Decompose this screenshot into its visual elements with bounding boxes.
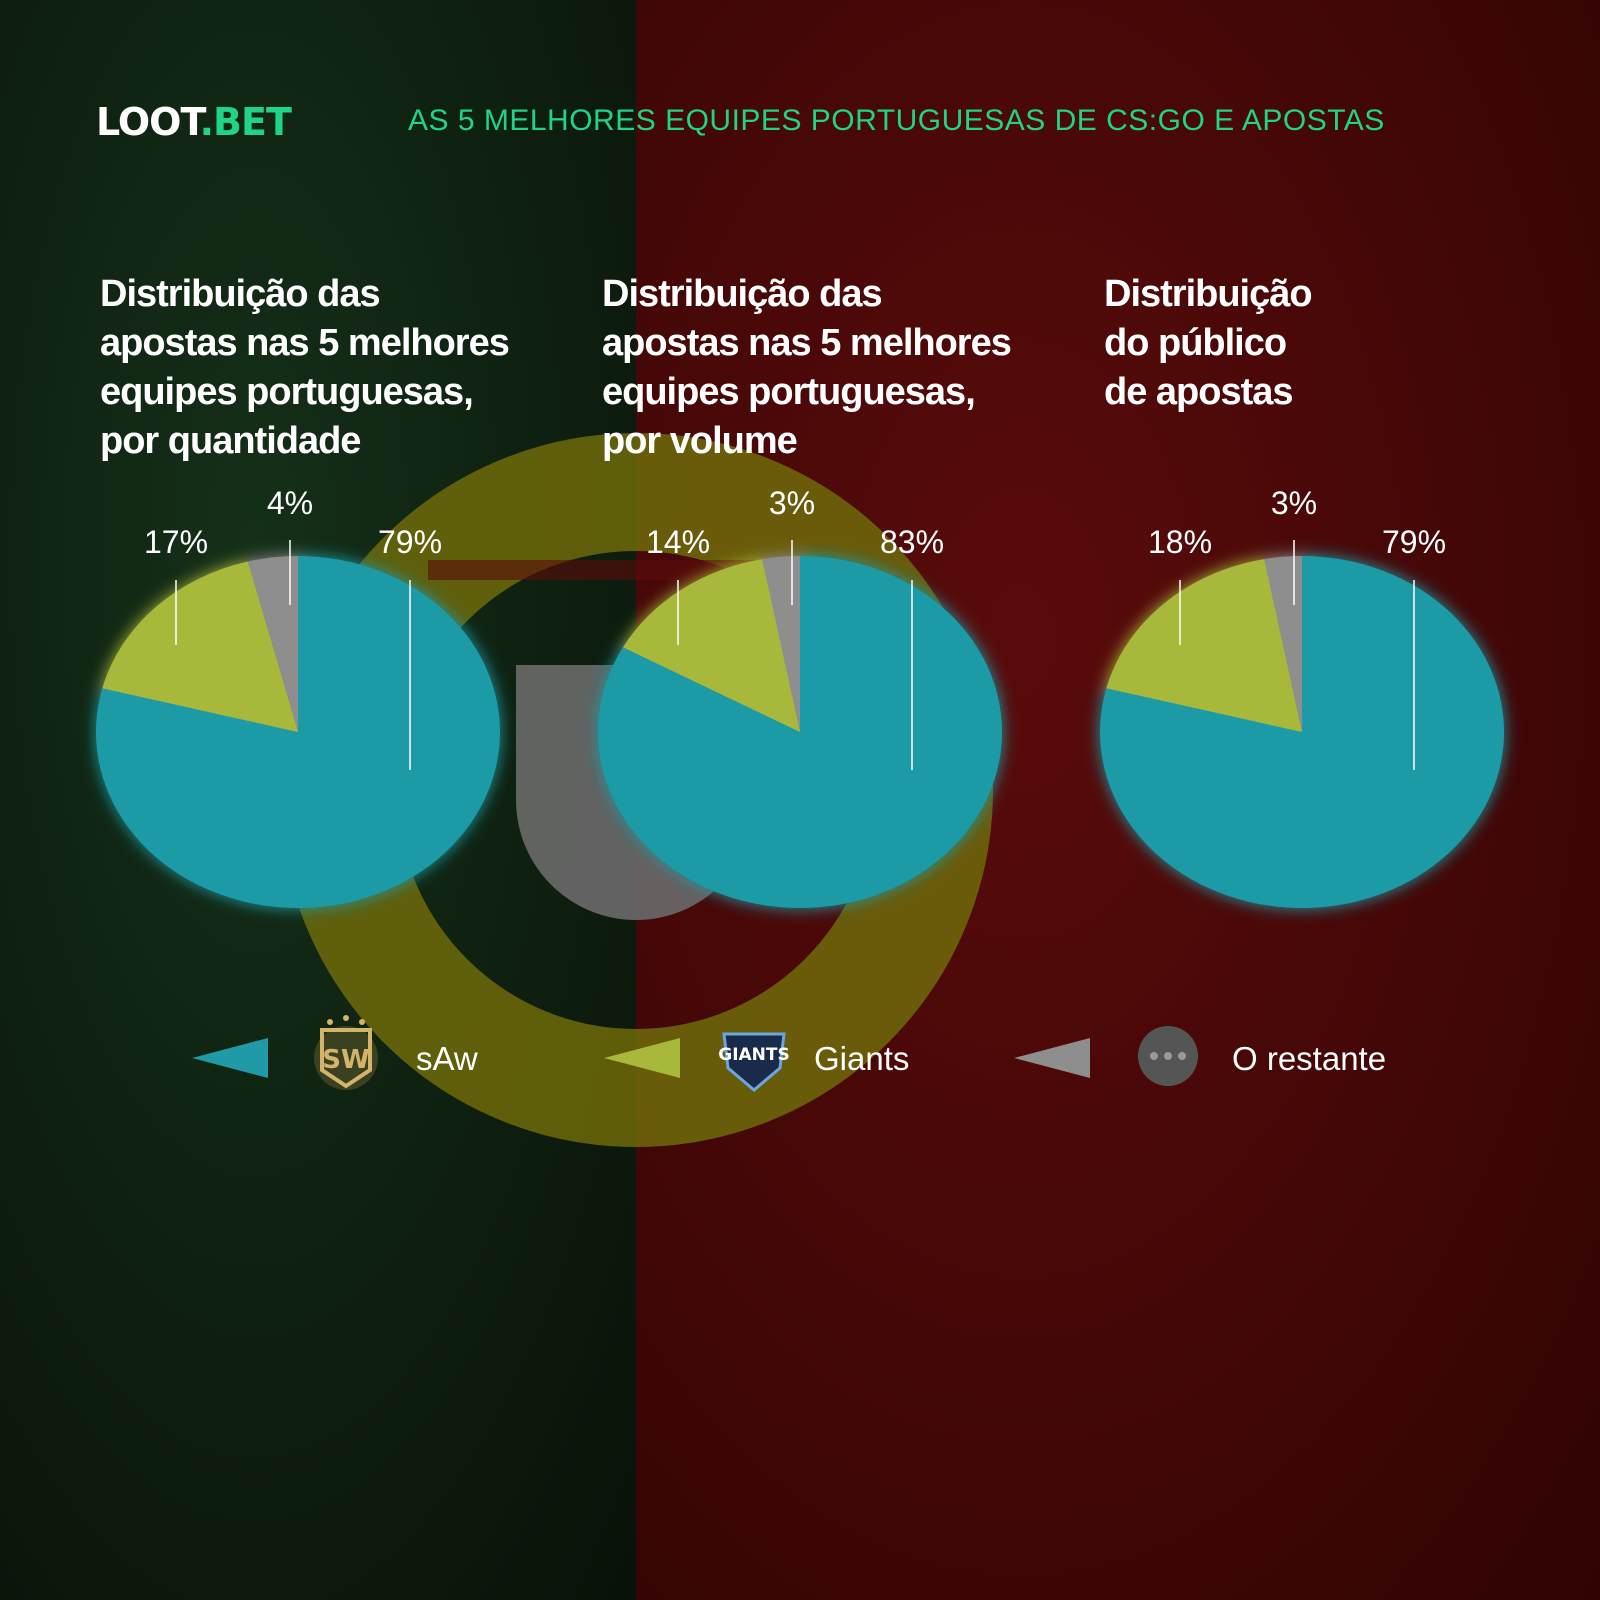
data-label-giants: 14% xyxy=(646,524,710,560)
chart-3-title: Distribuição do público de apostas xyxy=(1104,270,1524,417)
pie-slice-giants xyxy=(1106,559,1302,732)
legend-label-rest: O restante xyxy=(1232,1040,1387,1077)
legend-label-saw: sAw xyxy=(416,1040,478,1077)
giants-logo-icon: GIANTS xyxy=(718,1032,790,1092)
data-label-giants: 18% xyxy=(1148,524,1212,560)
legend-label-giants: Giants xyxy=(814,1040,910,1077)
chart-2-title: Distribuição das apostas nas 5 melhores … xyxy=(602,270,1082,466)
logo-text-green: .BET xyxy=(199,100,292,144)
data-label-saw: 79% xyxy=(1382,524,1446,560)
pie-chart-2 xyxy=(598,556,1002,908)
data-label-saw: 83% xyxy=(880,524,944,560)
pie-slice-rest xyxy=(762,556,800,732)
saw-logo-icon: SW xyxy=(314,1015,378,1090)
data-label-rest: 3% xyxy=(1271,485,1317,521)
chart-3-title-line: de apostas xyxy=(1104,371,1294,413)
chart-2-title-line: apostas nas 5 melhores xyxy=(602,322,1012,364)
pie-slice-rest xyxy=(247,556,298,732)
chart-1-title-line: Distribuição das xyxy=(100,273,381,315)
chart-3-title-line: do público xyxy=(1104,322,1287,364)
chart-1-title-line: apostas nas 5 melhores xyxy=(100,322,510,364)
data-label-rest: 3% xyxy=(769,485,815,521)
page-headline: AS 5 MELHORES EQUIPES PORTUGUESAS DE CS:… xyxy=(408,104,1385,137)
pie-slice-rest xyxy=(1264,556,1302,732)
ellipsis-icon xyxy=(1138,1026,1198,1086)
chart-2-title-line: por volume xyxy=(602,420,798,462)
logo-text-white: LOOT xyxy=(96,100,201,144)
legend-saw-swatch xyxy=(192,1038,268,1078)
svg-text:GIANTS: GIANTS xyxy=(718,1045,790,1065)
chart-2-title-line: Distribuição das xyxy=(602,273,883,315)
pie-chart-1 xyxy=(96,556,500,909)
pie-slice-giants xyxy=(622,559,800,732)
chart-2-title-line: equipes portuguesas, xyxy=(602,371,976,413)
chart-1-title-line: equipes portuguesas, xyxy=(100,371,474,413)
legend-rest-swatch xyxy=(1014,1038,1090,1078)
pie-chart-3 xyxy=(1100,556,1504,909)
legend-giants-swatch xyxy=(604,1038,680,1078)
lootbet-logo[interactable]: LOOT.BET xyxy=(96,100,292,144)
chart-1-title-line: por quantidade xyxy=(100,420,361,462)
chart-1-title: Distribuição das apostas nas 5 melhores … xyxy=(100,270,580,466)
data-label-saw: 79% xyxy=(378,524,442,560)
data-label-rest: 4% xyxy=(267,485,313,521)
data-label-giants: 17% xyxy=(144,524,208,560)
svg-text:SW: SW xyxy=(322,1045,369,1075)
pie-slice-giants xyxy=(102,561,299,732)
chart-3-title-line: Distribuição xyxy=(1104,273,1313,315)
